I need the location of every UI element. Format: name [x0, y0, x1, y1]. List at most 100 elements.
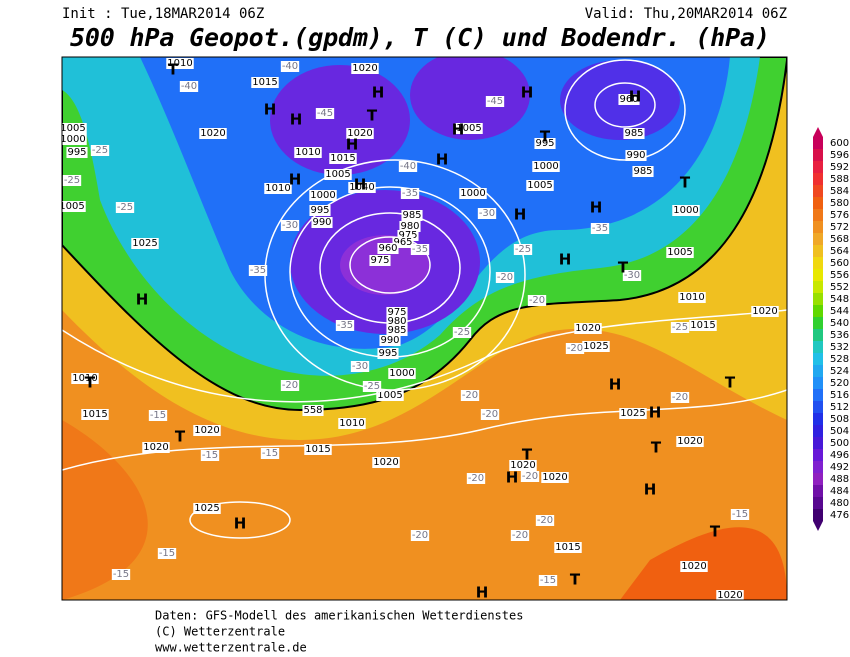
- temperature-label: -35: [337, 320, 353, 331]
- isobar-label-box: [264, 183, 292, 194]
- isobar-label: 985: [624, 128, 643, 139]
- legend-swatch: [813, 173, 823, 185]
- temperature-label: -20: [522, 471, 538, 482]
- isobar-label-box: [672, 205, 700, 216]
- isobar-label-box: [625, 150, 647, 161]
- isobar-label-box: [666, 247, 694, 258]
- pressure-center: T: [367, 107, 378, 125]
- temperature-label: -20: [529, 295, 545, 306]
- legend-swatch: [813, 425, 823, 437]
- temperature-label: -30: [352, 361, 368, 372]
- isobar-label: 1010: [167, 58, 192, 69]
- pressure-center: H: [372, 84, 385, 102]
- legend-swatch: [813, 257, 823, 269]
- isobar-label-box: [379, 335, 401, 346]
- temperature-label: -20: [497, 272, 513, 283]
- legend-swatch: [813, 449, 823, 461]
- isobar-label-box: [309, 190, 337, 201]
- legend-label: 476: [830, 510, 849, 521]
- pressure-center: H: [521, 84, 534, 102]
- isobar-label-box: [71, 373, 99, 384]
- isobar-label: 1040: [349, 182, 374, 193]
- isobar-label-box: [346, 128, 374, 139]
- isobar-label: 1020: [347, 128, 372, 139]
- temperature-label-box: [200, 450, 220, 461]
- legend-swatch: [813, 485, 823, 497]
- isobar-label-box: [509, 460, 537, 471]
- isobar-label-box: [532, 161, 560, 172]
- isobar-label-box: [294, 147, 322, 158]
- isobar-label-box: [623, 128, 645, 139]
- isobar-label: 975: [370, 255, 389, 266]
- legend-swatch: [813, 461, 823, 473]
- temperature-label-box: [410, 530, 430, 541]
- temperature-label: -15: [150, 410, 166, 421]
- pressure-center: H: [609, 376, 622, 394]
- legend-swatch: [813, 365, 823, 377]
- temperature-label: -20: [537, 515, 553, 526]
- isobar-label: 1015: [252, 77, 277, 88]
- isobar-label: 1010: [679, 292, 704, 303]
- legend-label: 508: [830, 414, 849, 425]
- temperature-label: -15: [113, 569, 129, 580]
- temperature-label-box: [670, 392, 690, 403]
- temperature-label: -35: [402, 188, 418, 199]
- isobar-label: 1025: [583, 341, 608, 352]
- legend-label: 484: [830, 486, 849, 497]
- isobar-label: 995: [310, 205, 329, 216]
- isobar-label: 1020: [542, 472, 567, 483]
- isobar-label: 1005: [60, 123, 85, 134]
- isobar-label-box: [392, 237, 414, 248]
- legend-label: 568: [830, 234, 849, 245]
- legend-label: 480: [830, 498, 849, 509]
- isobar-label-box: [716, 590, 744, 600]
- temperature-label-box: [260, 448, 280, 459]
- legend-swatch: [813, 473, 823, 485]
- isobar-label: 558: [303, 405, 322, 416]
- isobar-label: 1025: [194, 503, 219, 514]
- isobar-label-box: [377, 243, 399, 254]
- legend-label: 536: [830, 330, 849, 341]
- pressure-center: T: [651, 439, 662, 457]
- isobar-label-box: [401, 210, 423, 221]
- temperature-label-box: [466, 473, 486, 484]
- legend-label: 488: [830, 474, 849, 485]
- isobar-label-box: [62, 201, 86, 212]
- legend-label: 500: [830, 438, 849, 449]
- isobar-label-box: [751, 306, 779, 317]
- legend-label: 516: [830, 390, 849, 401]
- isobar-label: 1005: [667, 247, 692, 258]
- pressure-center: H: [506, 469, 519, 487]
- isobar-label-box: [62, 123, 87, 134]
- isobar-label: 1020: [752, 306, 777, 317]
- temperature-label: -20: [482, 409, 498, 420]
- temperature-label: -30: [282, 220, 298, 231]
- temperature-label: -25: [92, 145, 108, 156]
- temperature-label-box: [90, 145, 110, 156]
- temperature-label: -25: [454, 327, 470, 338]
- legend-label: 596: [830, 150, 849, 161]
- isobar-label: 1015: [555, 542, 580, 553]
- temperature-label-box: [115, 202, 135, 213]
- isobar-label: 1000: [389, 368, 414, 379]
- temperature-label-box: [495, 272, 515, 283]
- isobar-label-box: [376, 390, 404, 401]
- isobar-label: 1015: [330, 153, 355, 164]
- legend-label: 584: [830, 186, 849, 197]
- isobar-label-box: [455, 123, 483, 134]
- isobar-label: 1000: [460, 188, 485, 199]
- isobar-label-box: [329, 153, 357, 164]
- legend-swatch: [813, 137, 823, 149]
- temperature-label-box: [111, 569, 131, 580]
- legend-swatch: [813, 269, 823, 281]
- temperature-label-box: [535, 515, 555, 526]
- isobar-label-box: [632, 166, 654, 177]
- temperature-label-box: [477, 208, 497, 219]
- isobar-label-box: [166, 58, 194, 69]
- temperature-label-box: [452, 327, 472, 338]
- legend-label: 512: [830, 402, 849, 413]
- color-legend: 6005965925885845805765725685645605565525…: [813, 127, 849, 531]
- isobar-label-box: [388, 368, 416, 379]
- valid-time: Valid: Thu,20MAR2014 06Z: [585, 6, 787, 22]
- pressure-center: H: [590, 199, 603, 217]
